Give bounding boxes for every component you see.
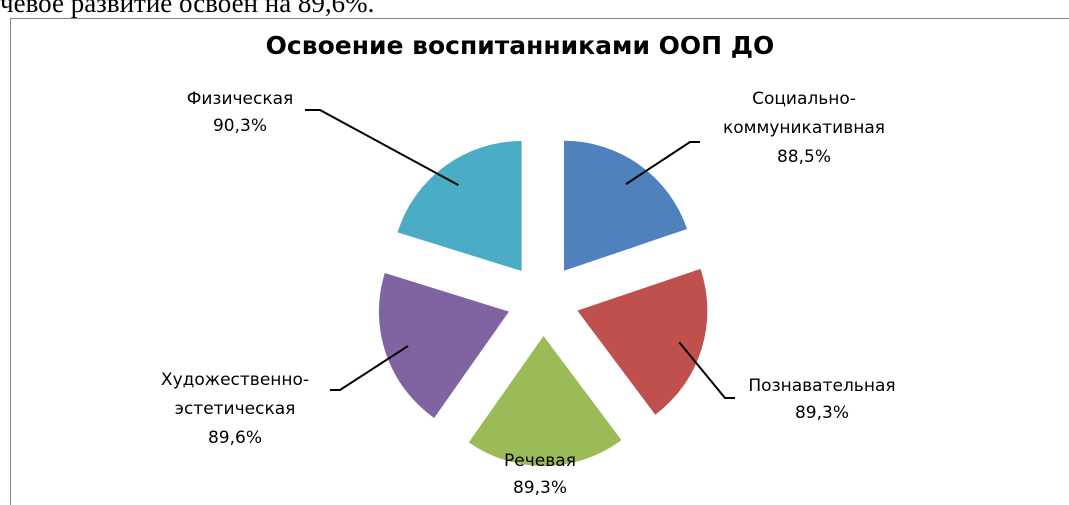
pie-slice [378,272,509,418]
chart-title: Освоение воспитанниками ООП ДО [266,31,775,60]
document-caption: чевое развитие освоен на 89,6%. [0,0,374,18]
slice-value-label: 88,5% [777,147,831,167]
slice-category-label: Художественно-эстетическая [161,370,309,419]
leader-line [330,345,409,391]
pie-slice [397,141,522,272]
label-line: Художественно- [161,370,309,390]
leader-line [625,141,700,185]
pie-slice [563,140,688,271]
slice-value-label: 89,3% [795,403,849,423]
slice-category-label: Речевая [504,451,576,471]
label-line: коммуникативная [723,118,885,138]
slice-category-label: Познавательная [748,376,895,396]
pie-slice [577,268,708,415]
slice-value-label: 90,3% [213,116,267,136]
leader-line [305,109,459,187]
slice-category-label: Социально-коммуникативная [723,89,885,138]
label-line: Социально- [752,89,856,109]
leader-line [678,341,735,399]
slice-value-label: 89,6% [208,428,262,448]
pie-slice [468,335,622,466]
label-line: эстетическая [175,399,296,419]
slice-category-label: Физическая [187,89,294,109]
slice-value-label: 89,3% [513,478,567,498]
